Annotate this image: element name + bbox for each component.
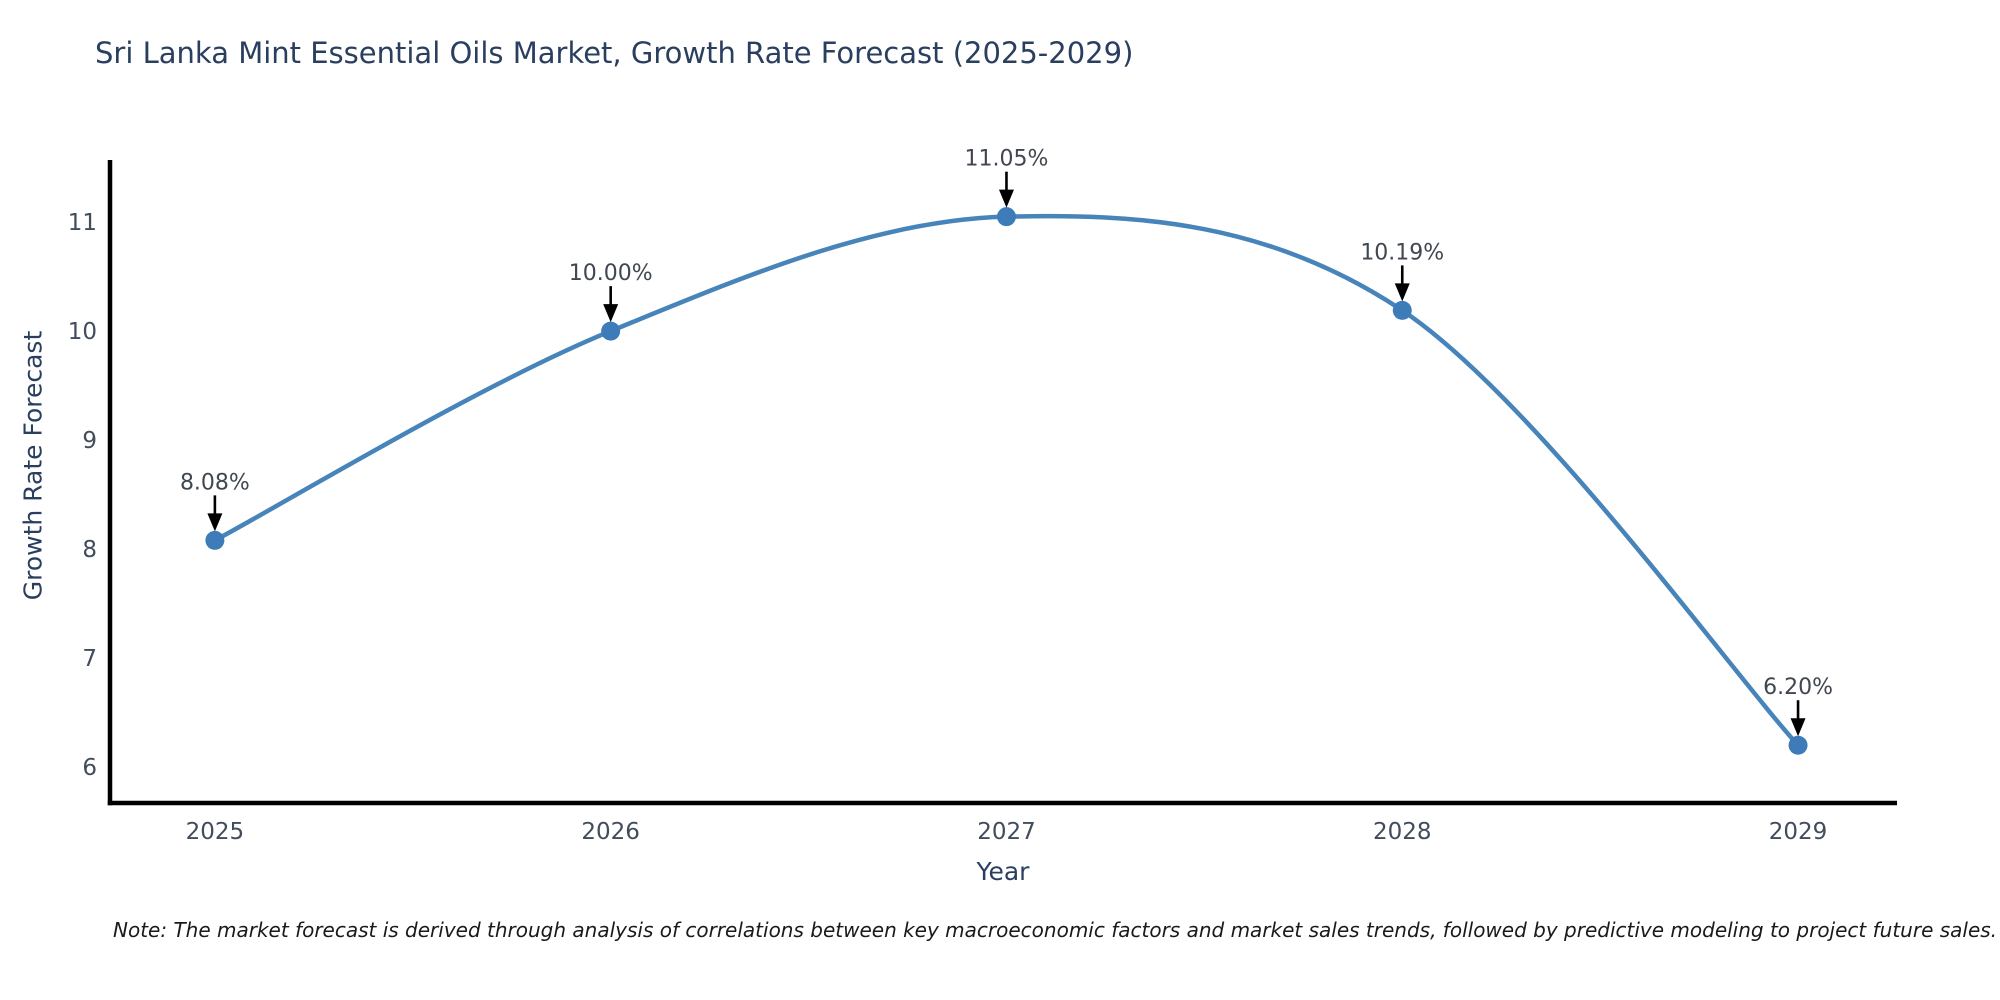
annotation-arrowhead-icon (1394, 283, 1410, 302)
annotation-label: 11.05% (965, 147, 1049, 172)
y-tick-label: 10 (68, 319, 97, 345)
data-point-marker (601, 321, 621, 341)
chart-title: Sri Lanka Mint Essential Oils Market, Gr… (95, 36, 1134, 70)
y-tick-label: 6 (82, 755, 97, 781)
y-tick-label: 8 (82, 537, 97, 563)
x-tick-label: 2028 (1373, 819, 1432, 845)
y-tick-label: 9 (82, 428, 97, 454)
x-axis-title: Year (976, 857, 1030, 886)
data-point-marker (1788, 735, 1808, 755)
x-tick-label: 2025 (186, 819, 245, 845)
annotation-label: 10.00% (569, 261, 653, 286)
annotation-arrowhead-icon (207, 513, 223, 532)
annotation-label: 10.19% (1360, 240, 1444, 265)
x-tick-label: 2026 (581, 819, 640, 845)
footnote: Note: The market forecast is derived thr… (113, 918, 1998, 942)
forecast-line-series (212, 213, 1801, 748)
data-point-marker (205, 530, 225, 550)
x-tick-label: 2027 (977, 819, 1036, 845)
data-point-marker (996, 207, 1016, 227)
annotation-arrowhead-icon (603, 304, 619, 323)
y-axis-title: Growth Rate Forecast (18, 330, 48, 601)
y-tick-label: 11 (68, 210, 97, 236)
annotation-arrowhead-icon (998, 189, 1014, 208)
data-point-marker (1392, 300, 1412, 320)
annotation-arrowhead-icon (1790, 718, 1806, 737)
x-tick-label: 2029 (1769, 819, 1828, 845)
y-tick-label: 7 (82, 646, 97, 672)
annotation-label: 6.20% (1763, 675, 1833, 700)
annotation-label: 8.08% (180, 470, 250, 495)
